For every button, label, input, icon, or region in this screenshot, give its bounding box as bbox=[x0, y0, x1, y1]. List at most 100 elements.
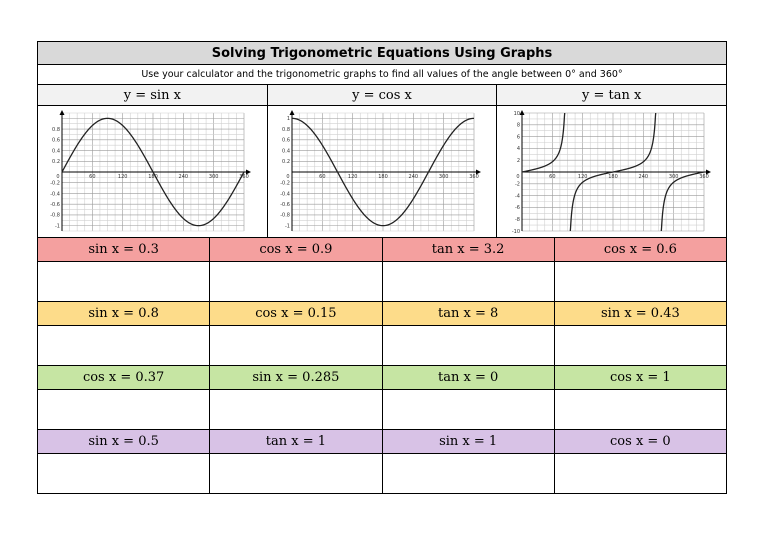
answer-box[interactable] bbox=[38, 262, 211, 301]
y-tick-label: -0.8 bbox=[51, 212, 61, 218]
y-tick-label: -4 bbox=[515, 193, 520, 199]
answer-box[interactable] bbox=[555, 262, 726, 301]
x-tick-label: 0 bbox=[286, 174, 289, 180]
answer-box[interactable] bbox=[38, 326, 211, 365]
y-tick-label: 0.4 bbox=[52, 148, 60, 154]
y-tick-label: 0.8 bbox=[282, 126, 290, 132]
x-axis-arrow bbox=[476, 169, 481, 174]
equation-cell: cos x = 0.37 bbox=[38, 366, 211, 389]
answer-row-2 bbox=[37, 326, 727, 366]
y-tick-label: -0.2 bbox=[51, 180, 61, 186]
instruction-text: Use your calculator and the trigonometri… bbox=[37, 65, 727, 85]
equation-cell: cos x = 0.15 bbox=[210, 302, 383, 325]
x-tick-label: 240 bbox=[638, 174, 648, 180]
x-axis-arrow bbox=[246, 169, 252, 174]
x-tick-label: 120 bbox=[348, 174, 358, 180]
worksheet: Solving Trigonometric Equations Using Gr… bbox=[37, 41, 727, 494]
equation-cell: cos x = 1 bbox=[554, 366, 726, 389]
y-tick-label: -0.4 bbox=[280, 191, 290, 197]
equation-cell: sin x = 0.43 bbox=[554, 302, 726, 325]
sin-curve bbox=[61, 117, 245, 226]
x-tick-label: 0 bbox=[516, 174, 519, 180]
y-tick-label: 4 bbox=[516, 146, 519, 152]
answer-box[interactable] bbox=[555, 326, 726, 365]
equation-cell: tan x = 8 bbox=[382, 302, 555, 325]
y-tick-label: -0.2 bbox=[280, 180, 290, 186]
x-tick-label: 360 bbox=[240, 174, 250, 180]
tan-curve bbox=[521, 112, 566, 173]
y-tick-label: 8 bbox=[516, 122, 519, 128]
tan-graph-cell: 0 60 120 180 240 300 360 10 8 6 4 2 -2 -4 -6 -8 -10 bbox=[497, 106, 726, 237]
equation-row-2: sin x = 0.8 cos x = 0.15 tan x = 8 sin x… bbox=[37, 302, 727, 326]
y-tick-label: 0.6 bbox=[52, 137, 60, 143]
equation-row-1: sin x = 0.3 cos x = 0.9 tan x = 3.2 cos … bbox=[37, 238, 727, 262]
worksheet-title: Solving Trigonometric Equations Using Gr… bbox=[37, 41, 727, 65]
tan-curve bbox=[660, 170, 704, 231]
x-tick-label: 180 bbox=[149, 174, 159, 180]
x-tick-label: 180 bbox=[608, 174, 618, 180]
sin-graph: 0 60 120 180 240 300 360 0.8 0.6 0.4 0.2 -0.2 -0.4 -0… bbox=[51, 109, 252, 231]
x-tick-label: 360 bbox=[469, 174, 479, 180]
answer-box[interactable] bbox=[38, 454, 211, 493]
graph-header-tan: y = tan x bbox=[497, 85, 727, 105]
equation-cell: cos x = 0.6 bbox=[554, 238, 726, 261]
answer-box[interactable] bbox=[210, 390, 383, 429]
x-tick-label: 360 bbox=[699, 174, 709, 180]
equation-cell: sin x = 0.285 bbox=[210, 366, 383, 389]
equation-cell: sin x = 0.5 bbox=[38, 430, 211, 453]
answer-row-4 bbox=[37, 454, 727, 494]
x-tick-label: 300 bbox=[209, 174, 219, 180]
y-tick-label: 1 bbox=[287, 116, 290, 122]
cos-curve bbox=[291, 117, 475, 226]
graph-header-cos: y = cos x bbox=[267, 85, 498, 105]
tan-graph: 0 60 120 180 240 300 360 10 8 6 4 2 -2 -4 -6 -8 -10 bbox=[512, 109, 711, 234]
equation-cell: tan x = 1 bbox=[210, 430, 383, 453]
answer-box[interactable] bbox=[38, 390, 211, 429]
y-tick-label: 0.2 bbox=[282, 159, 290, 165]
x-tick-label: 240 bbox=[179, 174, 189, 180]
y-tick-label: -0.6 bbox=[280, 201, 290, 207]
equation-cell: tan x = 0 bbox=[382, 366, 555, 389]
x-tick-label: 60 bbox=[319, 174, 325, 180]
x-tick-label: 120 bbox=[578, 174, 588, 180]
y-tick-label: 0.8 bbox=[52, 126, 60, 132]
equation-cell: sin x = 0.3 bbox=[38, 238, 211, 261]
y-tick-label: 0.6 bbox=[282, 137, 290, 143]
graph-header-row: y = sin x y = cos x y = tan x bbox=[37, 85, 727, 106]
answer-box[interactable] bbox=[555, 454, 726, 493]
equation-cell: cos x = 0.9 bbox=[210, 238, 383, 261]
y-tick-label: -0.8 bbox=[280, 212, 290, 218]
equation-row-4: sin x = 0.5 tan x = 1 sin x = 1 cos x = … bbox=[37, 430, 727, 454]
y-tick-label: -1 bbox=[285, 223, 290, 229]
y-tick-label: 2 bbox=[516, 158, 519, 164]
y-tick-label: -2 bbox=[515, 181, 520, 187]
equation-cell: cos x = 0 bbox=[554, 430, 726, 453]
y-axis-arrow bbox=[59, 109, 65, 115]
answer-row-3 bbox=[37, 390, 727, 430]
answer-box[interactable] bbox=[383, 326, 555, 365]
equation-row-3: cos x = 0.37 sin x = 0.285 tan x = 0 cos… bbox=[37, 366, 727, 390]
equation-cell: tan x = 3.2 bbox=[382, 238, 555, 261]
cos-graph: 0 60 120 180 240 300 360 1 0.8 0.6 0.4 0.2 -0.2 -0.4 -… bbox=[280, 109, 481, 231]
answer-box[interactable] bbox=[383, 262, 555, 301]
y-tick-label: -10 bbox=[512, 228, 520, 234]
answer-box[interactable] bbox=[210, 326, 383, 365]
answer-box[interactable] bbox=[383, 454, 555, 493]
x-tick-label: 60 bbox=[89, 174, 95, 180]
y-tick-label: 6 bbox=[516, 134, 519, 140]
answer-box[interactable] bbox=[210, 262, 383, 301]
x-tick-label: 60 bbox=[549, 174, 555, 180]
y-tick-label: -0.4 bbox=[51, 191, 61, 197]
cos-graph-cell: 0 60 120 180 240 300 360 1 0.8 0.6 0.4 0.2 -0.2 -0.4 -… bbox=[268, 106, 498, 237]
x-tick-label: 300 bbox=[669, 174, 679, 180]
y-tick-label: 10 bbox=[513, 110, 519, 116]
answer-box[interactable] bbox=[383, 390, 555, 429]
x-tick-label: 240 bbox=[409, 174, 419, 180]
y-axis-arrow bbox=[519, 109, 525, 115]
answer-box[interactable] bbox=[555, 390, 726, 429]
answer-box[interactable] bbox=[210, 454, 383, 493]
x-tick-label: 300 bbox=[439, 174, 449, 180]
x-tick-label: 0 bbox=[57, 174, 60, 180]
x-axis-arrow bbox=[705, 169, 711, 174]
y-tick-label: -8 bbox=[515, 217, 520, 223]
